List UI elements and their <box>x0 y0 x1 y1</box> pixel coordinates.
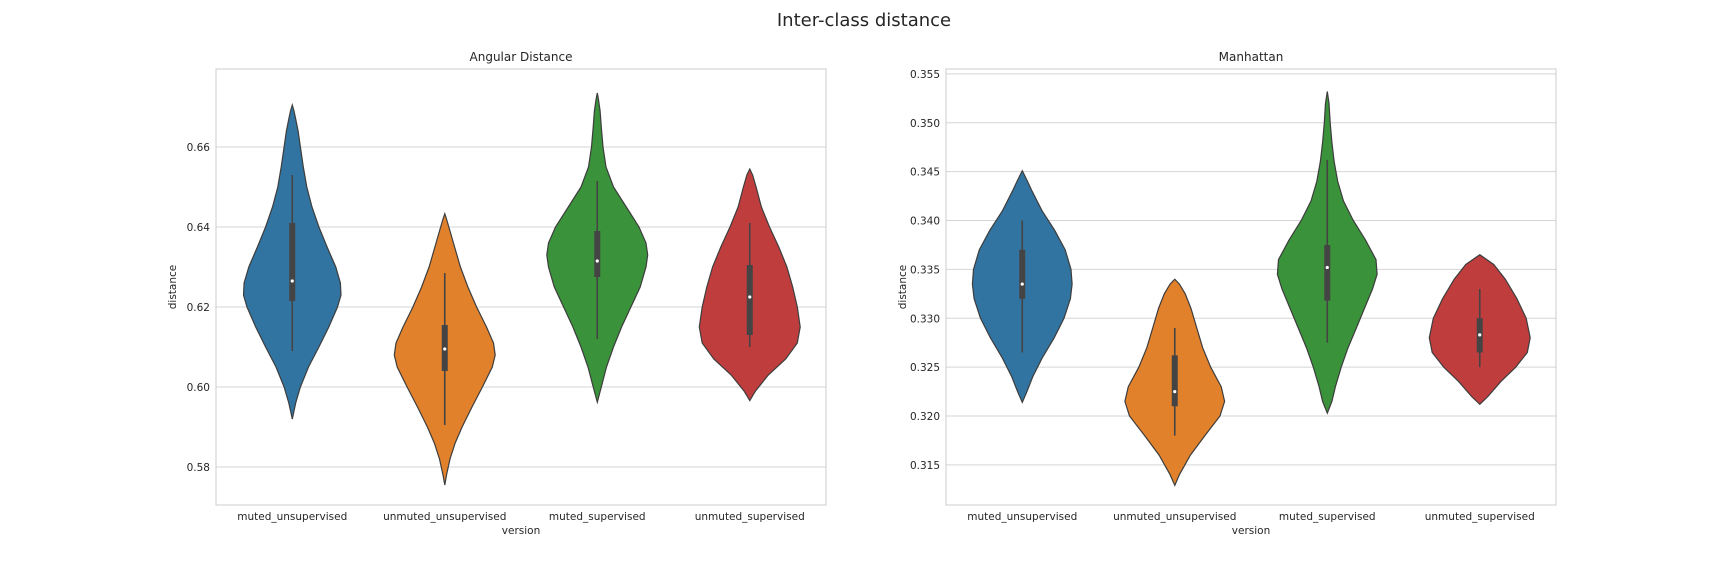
figure-title: Inter-class distance <box>777 10 951 31</box>
median-dot-muted_supervised <box>595 259 599 263</box>
x-tick-label: muted_supervised <box>1279 511 1376 523</box>
y-tick-label: 0.350 <box>910 118 940 130</box>
y-axis-label: distance <box>897 265 909 310</box>
median-dot-unmuted_supervised <box>748 295 752 299</box>
y-tick-label: 0.315 <box>910 460 940 472</box>
y-tick-label: 0.58 <box>187 462 210 474</box>
y-tick-label: 0.60 <box>187 382 210 394</box>
plot-title: Manhattan <box>1219 50 1284 64</box>
y-tick-label: 0.355 <box>910 69 940 81</box>
y-tick-label: 0.340 <box>910 216 940 228</box>
x-tick-label: muted_supervised <box>549 511 646 523</box>
x-axis-label: version <box>502 525 540 537</box>
y-tick-label: 0.66 <box>187 142 211 154</box>
plot-frame <box>215 68 827 506</box>
median-dot-unmuted_unsupervised <box>443 347 447 351</box>
y-tick-label: 0.64 <box>187 222 211 234</box>
x-tick-label: unmuted_unsupervised <box>1113 511 1236 523</box>
manhattan-plot: 0.315 0.320 0.325 0.330 0.335 0.340 0.345 0.350… <box>897 50 1557 537</box>
x-tick-label: muted_unsupervised <box>967 511 1077 523</box>
y-tick-label: 0.330 <box>910 313 940 325</box>
plot-frame <box>945 68 1557 506</box>
x-tick-label: unmuted_supervised <box>695 511 805 523</box>
median-dot-muted_unsupervised <box>1020 282 1024 286</box>
x-tick-label: unmuted_unsupervised <box>383 511 506 523</box>
y-tick-label: 0.325 <box>910 362 940 374</box>
y-tick-label: 0.320 <box>910 411 940 423</box>
x-tick-label: muted_unsupervised <box>237 511 347 523</box>
x-axis-label: version <box>1232 525 1270 537</box>
y-axis-label: distance <box>167 265 179 310</box>
median-dot-unmuted_unsupervised <box>1173 390 1177 394</box>
y-tick-label: 0.62 <box>187 302 210 314</box>
median-dot-muted_supervised <box>1325 265 1329 270</box>
y-tick-label: 0.335 <box>910 264 940 276</box>
x-tick-label: unmuted_supervised <box>1425 511 1535 523</box>
median-dot-unmuted_supervised <box>1478 333 1482 337</box>
angular-distance-plot: 0.58 0.60 0.62 0.64 0.66 muted_unsupervised un… <box>167 50 827 537</box>
median-dot-muted_unsupervised <box>290 279 294 283</box>
y-tick-label: 0.345 <box>910 167 940 179</box>
plot-title: Angular Distance <box>470 50 573 64</box>
